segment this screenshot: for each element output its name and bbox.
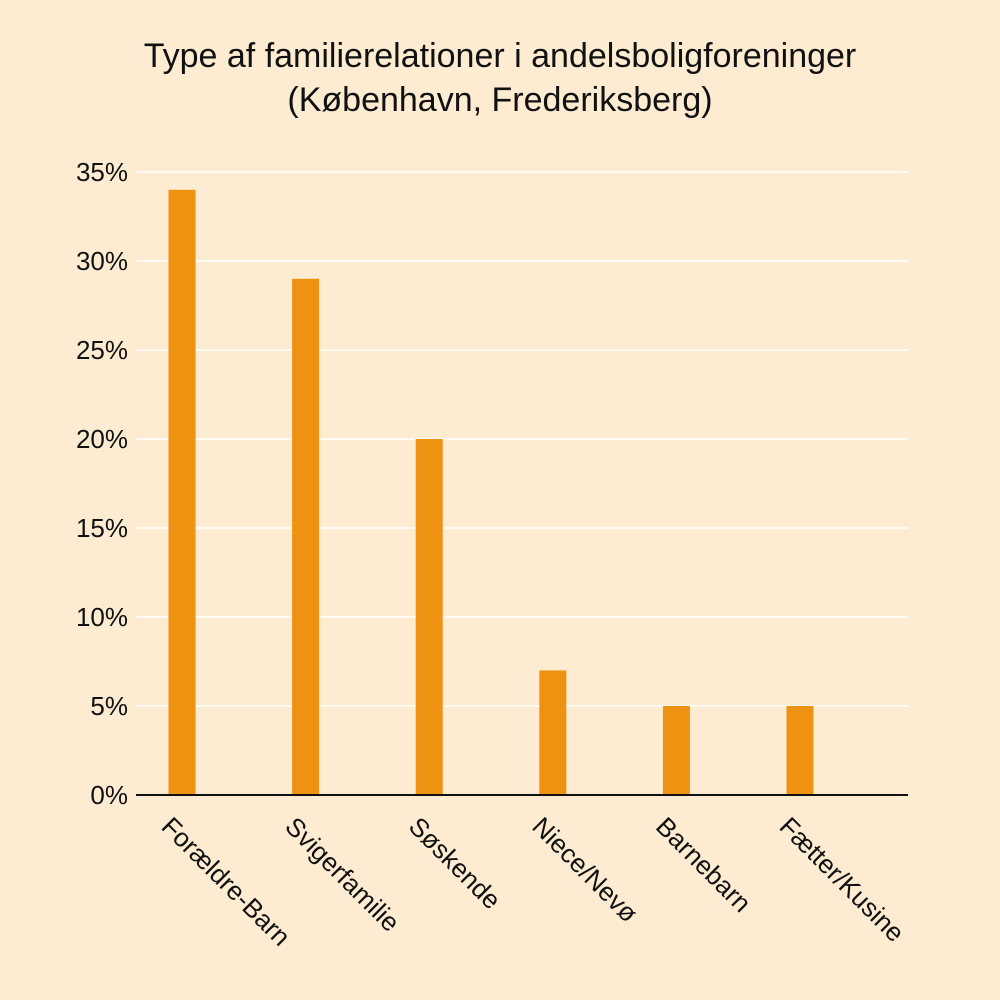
x-tick-label: Svigerfamilie	[279, 811, 405, 937]
bar	[662, 706, 690, 795]
bar	[415, 439, 443, 795]
bar	[292, 278, 320, 795]
bar	[168, 189, 196, 796]
x-tick-label: Barnebarn	[650, 811, 757, 918]
y-tick-labels: 0% 5% 10% 15% 20% 25% 30% 35%	[76, 157, 128, 810]
bar	[539, 670, 567, 795]
gridlines	[136, 171, 908, 707]
bars	[168, 189, 814, 796]
x-tick-label: Forældre-Barn	[156, 811, 297, 952]
chart-title-block: Type af familierelationer i andelsboligf…	[0, 34, 1000, 122]
bar	[786, 706, 814, 795]
x-tick-label: Niece/Nevø	[527, 811, 644, 928]
chart-title: Type af familierelationer i andelsboligf…	[143, 37, 857, 75]
x-tick-label: Søskende	[403, 811, 507, 915]
x-tick-label: Fætter/Kusine	[774, 811, 911, 948]
y-tick-label: 5%	[90, 691, 128, 721]
y-tick-label: 20%	[76, 424, 128, 454]
y-tick-label: 35%	[76, 157, 128, 187]
y-tick-label: 30%	[76, 246, 128, 276]
y-tick-label: 25%	[76, 335, 128, 365]
y-tick-label: 10%	[76, 602, 128, 632]
y-tick-label: 15%	[76, 513, 128, 543]
chart-subtitle: (København, Frederiksberg)	[287, 81, 713, 119]
y-tick-label: 0%	[90, 780, 128, 810]
